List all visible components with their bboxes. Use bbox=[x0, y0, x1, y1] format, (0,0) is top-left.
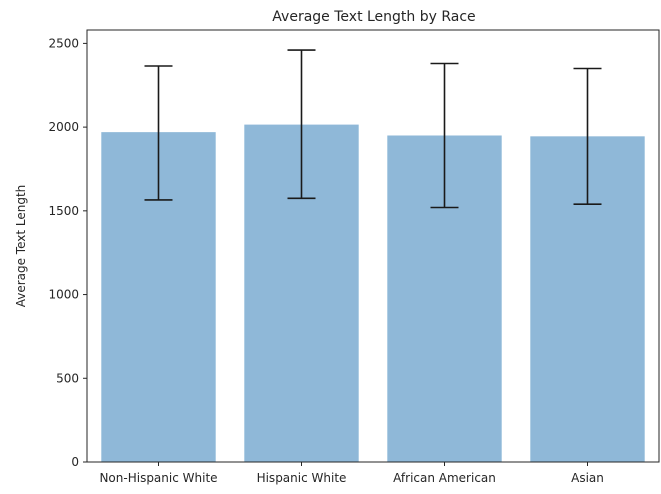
y-tick-label: 500 bbox=[56, 371, 79, 385]
chart-title: Average Text Length by Race bbox=[272, 9, 475, 25]
y-tick-label: 2500 bbox=[48, 36, 79, 50]
x-tick-label: African American bbox=[393, 471, 496, 485]
axes-frame bbox=[86, 29, 660, 463]
plot-area: 0 500 1000 1500 2000 2500 Non-Hispanic White Hi… bbox=[48, 29, 660, 485]
y-tick-label: 2000 bbox=[48, 120, 79, 134]
x-tick-label: Hispanic White bbox=[257, 471, 347, 485]
y-tick-label: 1000 bbox=[48, 288, 79, 302]
y-tick-label: 0 bbox=[71, 455, 79, 469]
y-tick-label: 1500 bbox=[48, 204, 79, 218]
y-axis-label: Average Text Length bbox=[14, 185, 28, 308]
x-tick-label: Non-Hispanic White bbox=[99, 471, 217, 485]
x-tick-label: Asian bbox=[571, 471, 604, 485]
